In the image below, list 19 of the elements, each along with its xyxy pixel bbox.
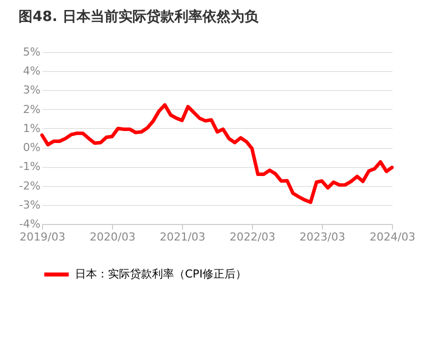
y-tick-label: 3%: [23, 84, 40, 97]
y-tick-label: 2%: [23, 102, 40, 116]
chart-title: 图48. 日本当前实际贷款利率依然为负: [18, 8, 260, 25]
line-series: [40, 103, 394, 204]
y-tick-label: -2%: [19, 179, 40, 192]
x-tick-label: 2021/03: [160, 230, 206, 244]
y-tick-label: -1%: [19, 160, 40, 174]
y-tick-label: -4%: [19, 218, 40, 230]
y-tick-label: 5%: [23, 46, 40, 58]
y-tick-label: 1%: [23, 122, 40, 135]
legend-label: 日本：实际贷款利率（CPI修正后）: [75, 268, 247, 280]
x-tick-label: 2020/03: [90, 230, 136, 244]
y-tick-label: -3%: [19, 198, 40, 212]
x-tick-label: 2019/03: [20, 230, 66, 244]
x-tick-label: 2023/03: [300, 230, 346, 244]
x-tick-label: 2022/03: [230, 230, 276, 244]
x-tick-label: 2024/03: [370, 230, 416, 244]
y-tick-label: 0%: [23, 141, 40, 154]
y-tick-label: 4%: [23, 64, 40, 78]
